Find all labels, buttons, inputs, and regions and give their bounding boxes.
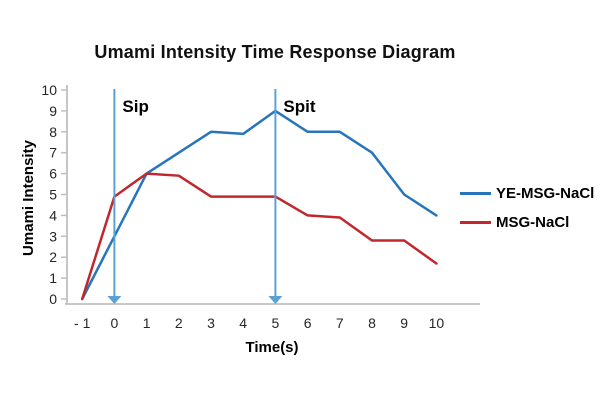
x-tick-label: - 1 [74, 315, 91, 331]
series-lines [80, 109, 438, 301]
chart-title: Umami Intensity Time Response Diagram [94, 42, 456, 62]
legend-line-sample-blue [460, 191, 491, 195]
x-tick-label: 10 [429, 315, 445, 331]
x-tick-label: 1 [143, 315, 151, 331]
annotation-label-spit: Spit [283, 97, 315, 116]
x-tick-label: 6 [304, 315, 312, 331]
y-tick-label: 1 [49, 270, 57, 286]
x-tick-label: 3 [207, 315, 215, 331]
x-tick-label: 4 [239, 315, 247, 331]
y-tick-label: 6 [49, 166, 57, 182]
arrowhead-down-icon [107, 296, 122, 304]
y-axis-tick-labels: 0 1 2 3 4 5 6 7 8 9 10 [41, 82, 57, 307]
y-tick-label: 2 [49, 249, 57, 265]
y-tick-label: 9 [49, 103, 57, 119]
x-tick-label: 9 [400, 315, 408, 331]
legend-label: YE-MSG-NaCl [496, 184, 595, 202]
y-tick-label: 5 [49, 187, 57, 203]
y-tick-label: 10 [41, 82, 57, 98]
x-tick-label: 0 [111, 315, 119, 331]
legend-line-sample-red [460, 220, 491, 224]
annotation-label-sip: Sip [122, 97, 148, 116]
x-tick-label: 2 [175, 315, 183, 331]
y-tick-label: 8 [49, 124, 57, 140]
x-tick-label: 8 [368, 315, 376, 331]
series-line-ye-msg-nacl [80, 109, 438, 301]
chart-legend: YE-MSG-NaCl MSG-NaCl [460, 185, 594, 243]
y-tick-label: 3 [49, 228, 57, 244]
x-axis-title: Time(s) [245, 339, 298, 356]
legend-item-ye-msg-nacl: YE-MSG-NaCl [460, 184, 595, 202]
legend-label: MSG-NaCl [496, 213, 570, 231]
annotation-arrows: Sip Spit [107, 89, 316, 304]
x-tick-label: 5 [272, 315, 280, 331]
arrowhead-down-icon [268, 296, 283, 304]
series-line-msg-nacl [80, 172, 438, 301]
y-axis-tick-marks [61, 89, 67, 300]
x-tick-label: 7 [336, 315, 344, 331]
legend-item-msg-nacl: MSG-NaCl [460, 213, 594, 231]
y-tick-label: 7 [49, 145, 57, 161]
x-axis-tick-labels: - 1 0 1 2 3 4 5 6 7 8 9 10 [74, 315, 444, 331]
y-tick-label: 4 [49, 207, 57, 223]
y-tick-label: 0 [49, 291, 57, 307]
y-axis-title: Umami Intensity [20, 139, 37, 256]
